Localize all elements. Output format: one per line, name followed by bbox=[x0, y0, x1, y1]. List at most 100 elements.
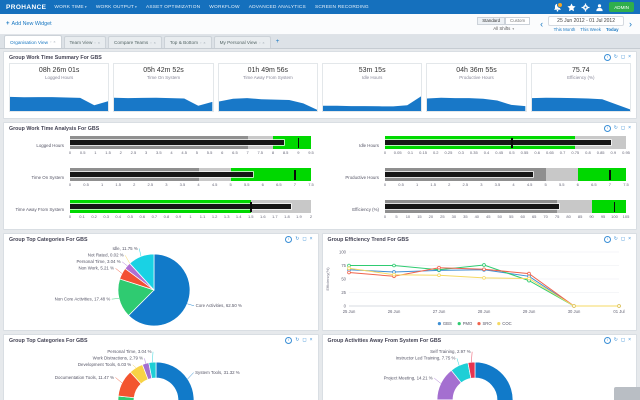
refresh-icon[interactable]: ↻ bbox=[613, 125, 618, 131]
summary-tile-efficiency[interactable]: 75.74 Efficiency (%) bbox=[530, 63, 631, 112]
tab-compare-teams[interactable]: Compare Teams ▫ × bbox=[107, 36, 162, 48]
slice-label: Non Work, 5.21 % bbox=[78, 266, 114, 271]
legend-label-sro: SRO bbox=[482, 321, 492, 326]
tab-menu-icon[interactable]: ▫ bbox=[259, 40, 261, 45]
bullet-label: Idle Hours bbox=[358, 143, 379, 149]
expand-icon[interactable]: ◻ bbox=[620, 54, 626, 60]
tab-menu-icon[interactable]: ▫ bbox=[150, 40, 152, 45]
tab-top-bottom[interactable]: Top & Bottom ▫ × bbox=[163, 36, 212, 48]
axis-tick-label: 1 bbox=[94, 150, 97, 155]
tab-close-icon[interactable]: × bbox=[53, 40, 56, 44]
bullet-logged-hours: Logged Hours 0 0.5 1 1.5 2 2.5 3 3.5 4 4.5 5 5.5 6 6.5… bbox=[14, 136, 314, 156]
star-icon[interactable] bbox=[567, 3, 576, 12]
tile-label: Productive Hours bbox=[459, 75, 494, 80]
nav-item-label: SCREEN RECORDING bbox=[314, 4, 369, 10]
tab-my-personal-view[interactable]: My Personal View ▫ × bbox=[213, 36, 271, 48]
axis-tick-label: 1.7 bbox=[272, 214, 278, 219]
axis-tick-label: 3.5 bbox=[156, 150, 162, 155]
close-icon[interactable]: × bbox=[309, 337, 313, 343]
tab-close-icon[interactable]: × bbox=[262, 40, 265, 45]
widget-top-categories-pie: Group Top Categories For GBS i ↻ ◻ × Core A… bbox=[3, 233, 319, 331]
date-range-picker[interactable]: 25 Jun 2012 - 01 Jul 2012 bbox=[548, 16, 624, 26]
add-tab-button[interactable]: + bbox=[275, 38, 280, 45]
add-widget-link[interactable]: + Add New Widget bbox=[6, 21, 52, 27]
y-tick-label: 0 bbox=[343, 304, 346, 309]
charts-row-1: Group Top Categories For GBS i ↻ ◻ × Core A… bbox=[3, 233, 637, 331]
axis-tick-label: 0.3 bbox=[458, 150, 464, 155]
close-icon[interactable]: × bbox=[628, 337, 631, 343]
axis-tick-label: 55 bbox=[509, 214, 514, 219]
nav-item-label: WORK OUTPUT bbox=[95, 4, 134, 10]
tab-close-icon[interactable]: × bbox=[203, 40, 206, 45]
legend-swatch bbox=[437, 322, 441, 326]
nav-item-screen-recording[interactable]: SCREEN RECORDING bbox=[315, 5, 369, 10]
close-icon[interactable]: × bbox=[628, 236, 631, 242]
axis-tick-label: 40 bbox=[474, 214, 480, 219]
info-icon[interactable]: i bbox=[603, 236, 611, 243]
tile-label: Time Away From System bbox=[242, 75, 293, 80]
tab-team-view[interactable]: Team View ▫ × bbox=[63, 36, 106, 48]
nav-item-asset-optimization[interactable]: ASSET OPTIMIZATION bbox=[146, 5, 200, 10]
expand-icon[interactable]: ◻ bbox=[620, 236, 626, 242]
tab-close-icon[interactable]: × bbox=[153, 40, 156, 45]
expand-icon[interactable]: ◻ bbox=[302, 236, 307, 242]
prev-period-button[interactable]: ‹ bbox=[540, 18, 544, 29]
bottom-corner-widget[interactable] bbox=[614, 387, 640, 400]
expand-icon[interactable]: ◻ bbox=[620, 337, 626, 343]
tab-label: My Personal View bbox=[219, 40, 258, 45]
bell-icon[interactable] bbox=[553, 1, 564, 12]
info-icon[interactable]: i bbox=[603, 54, 611, 61]
info-icon[interactable]: i bbox=[603, 337, 611, 344]
custom-view-button[interactable]: Custom bbox=[505, 16, 531, 26]
next-period-button[interactable]: › bbox=[629, 18, 632, 29]
axis-tick-label: 25 bbox=[440, 214, 445, 219]
close-icon[interactable]: × bbox=[628, 125, 631, 131]
axis-tick-label: 3 bbox=[480, 182, 483, 187]
gear-icon[interactable] bbox=[581, 3, 590, 12]
axis-tick-label: 1 bbox=[101, 182, 104, 187]
bullet-axis: 0 0.5 1 1.5 2 2.5 3 3.5 4 4.5 5 5.5 6 6.5 7 7.5 8 8.5 9 9.5 bbox=[69, 150, 314, 156]
tab-organisation-view[interactable]: Organisation View ▫ × bbox=[4, 35, 62, 48]
summary-tile-logged-hours[interactable]: 08h 26m 01s Logged Hours bbox=[9, 63, 110, 112]
quick-link-today[interactable]: Today bbox=[605, 27, 619, 32]
close-icon[interactable]: × bbox=[628, 54, 631, 60]
info-icon[interactable]: i bbox=[603, 125, 611, 132]
widget-header: Group Work Time Analysis For GBS i ↻ ◻ × bbox=[4, 123, 636, 133]
nav-item-work-time[interactable]: WORK TIME ▾ bbox=[54, 5, 86, 10]
user-icon[interactable] bbox=[595, 3, 604, 12]
tile-value: 04h 36m 55s bbox=[456, 67, 497, 74]
expand-icon[interactable]: ◻ bbox=[302, 337, 307, 343]
tile-label: Logged Hours bbox=[45, 75, 74, 80]
refresh-icon[interactable]: ↻ bbox=[613, 54, 618, 60]
expand-icon[interactable]: ◻ bbox=[620, 125, 626, 131]
info-icon[interactable]: i bbox=[285, 337, 293, 344]
quick-link-this-week[interactable]: This Week bbox=[580, 27, 601, 32]
summary-tile-idle-hours[interactable]: 53m 15s Idle Hours bbox=[321, 63, 423, 112]
brand-logo[interactable]: PROHANCE bbox=[6, 3, 47, 11]
nav-item-work-output[interactable]: WORK OUTPUT ▾ bbox=[96, 5, 137, 10]
widget-top-categories-donut: Group Top Categories For GBS i ↻ ◻ × System… bbox=[3, 334, 319, 400]
tab-menu-icon[interactable]: ▫ bbox=[94, 40, 96, 45]
quick-link-this-month[interactable]: This Month bbox=[553, 27, 576, 32]
data-point bbox=[391, 263, 396, 268]
close-icon[interactable]: × bbox=[309, 236, 313, 242]
nav-item-advanced-analytics[interactable]: ADVANCED ANALYTICS bbox=[249, 5, 306, 10]
refresh-icon[interactable]: ↻ bbox=[613, 337, 618, 343]
shift-filter-dropdown[interactable]: All Shifts ▾ bbox=[493, 26, 514, 31]
summary-tile-time-away-from-system[interactable]: 01h 49m 56s Time Away From System bbox=[217, 63, 318, 112]
summary-tile-productive-hours[interactable]: 04h 36m 55s Productive Hours bbox=[426, 63, 527, 112]
refresh-icon[interactable]: ↻ bbox=[295, 236, 300, 242]
tab-menu-icon[interactable]: ▫ bbox=[200, 40, 202, 45]
standard-view-button[interactable]: Standard bbox=[477, 16, 506, 26]
admin-button[interactable]: ADMIN bbox=[609, 2, 634, 12]
widget-work-time-summary: Group Work Time Summary For GBS i ↻ ◻ × 08h… bbox=[3, 51, 637, 119]
refresh-icon[interactable]: ↻ bbox=[295, 337, 300, 343]
slice-label: Work Distractions, 2.79 % bbox=[93, 356, 144, 361]
nav-item-workflow[interactable]: WORKFLOW bbox=[209, 5, 239, 10]
tab-close-icon[interactable]: × bbox=[97, 40, 100, 45]
info-icon[interactable]: i bbox=[285, 236, 293, 243]
refresh-icon[interactable]: ↻ bbox=[613, 236, 618, 242]
summary-tile-time-on-system[interactable]: 05h 42m 52s Time On System bbox=[113, 63, 214, 112]
tab-menu-icon[interactable]: ▫ bbox=[49, 40, 52, 44]
